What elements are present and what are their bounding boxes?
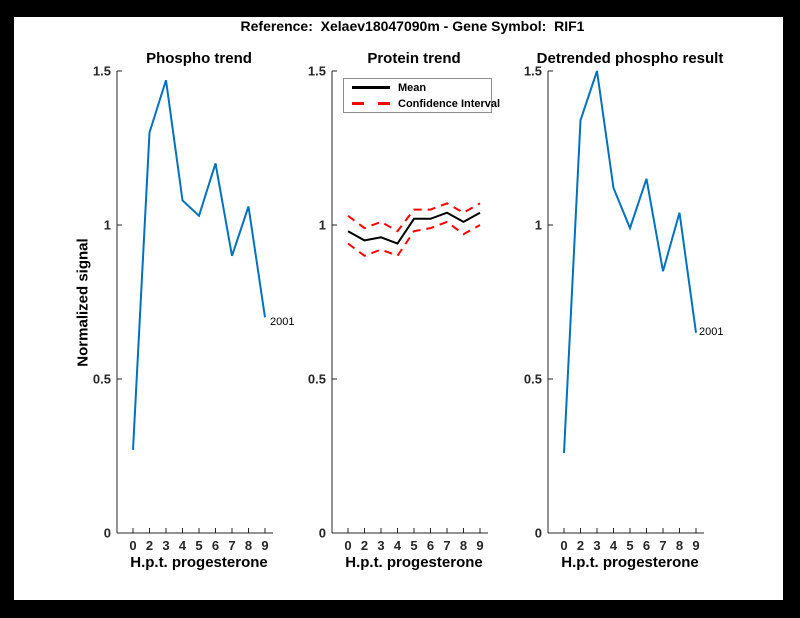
y-tick-label: 0 [535,526,542,541]
x-tick-label: 0 [129,538,136,553]
y-tick-label: 0.5 [308,372,326,387]
y-tick-label: 1 [104,218,111,233]
x-tick-label: 5 [626,538,633,553]
x-tick-label: 4 [610,538,618,553]
x-axis-label-phospho: H.p.t. progesterone [130,554,268,571]
figure-canvas [14,17,783,600]
legend-entry-confidence-interval: Confidence Interval [344,96,500,112]
x-tick-label: 7 [228,538,235,553]
y-tick-label: 1.5 [308,64,326,79]
x-tick-label: 8 [245,538,252,553]
subplot-title-detrended-phospho: Detrended phospho result [536,50,724,67]
x-axis-label-detrended: H.p.t. progesterone [561,554,699,571]
y-tick-label: 1.5 [93,64,111,79]
y-tick-label: 0 [104,526,111,541]
x-tick-label: 9 [692,538,699,553]
x-tick-label: 8 [676,538,683,553]
x-tick-label: 9 [476,538,483,553]
legend-label-mean: Mean [398,81,427,94]
series-line-confidence-upper [347,202,481,233]
x-tick-label: 2 [577,538,584,553]
x-tick-label: 2 [146,538,153,553]
y-tick-label: 1 [535,218,542,233]
legend-box: Mean Confidence Interval [343,78,500,113]
x-tick-label: 7 [443,538,450,553]
x-tick-label: 3 [593,538,600,553]
x-tick-label: 4 [179,538,187,553]
x-tick-label: 7 [659,538,666,553]
confidence-interval-dash-sample-icon [352,102,390,105]
x-tick-label: 4 [394,538,402,553]
x-tick-label: 6 [643,538,650,553]
data-point-label-2001-phospho: 2001 [270,316,295,328]
x-tick-label: 5 [410,538,417,553]
series-line-mean [347,211,481,245]
mean-line-sample-icon [352,86,390,89]
x-tick-label: 6 [427,538,434,553]
series-line-detrended-phospho-signal [563,70,697,453]
legend-entry-mean: Mean [344,80,491,96]
y-tick-label: 0.5 [524,372,542,387]
x-tick-label: 8 [460,538,467,553]
phospho-trend-chart: 00.511.50 2 3 4 5 6 7 8 9 [93,64,273,553]
x-tick-label: 0 [560,538,567,553]
x-tick-label: 5 [195,538,202,553]
y-tick-label: 0.5 [93,372,111,387]
detrended-phospho-chart: 00.511.50 2 3 4 5 6 7 8 9 [524,64,704,553]
x-tick-label: 0 [344,538,351,553]
data-point-label-2001-detrended: 2001 [699,326,724,338]
series-line-confidence-lower [347,220,481,258]
subplot-title-phospho-trend: Phospho trend [146,50,252,67]
series-line-phospho-signal [132,79,266,450]
x-tick-label: 3 [377,538,384,553]
figure-title: Reference: Xelaev18047090m - Gene Symbol… [240,18,585,34]
x-tick-label: 2 [361,538,368,553]
x-tick-label: 9 [261,538,268,553]
protein-trend-chart: 00.511.50 2 3 4 5 6 7 8 9 [308,64,488,553]
legend-label-confidence-interval: Confidence Interval [398,97,501,110]
y-tick-label: 1.5 [524,64,542,79]
y-tick-label: 1 [319,218,326,233]
x-axis-label-protein: H.p.t. progesterone [345,554,483,571]
subplot-title-protein-trend: Protein trend [367,50,461,67]
x-tick-label: 3 [162,538,169,553]
x-tick-label: 6 [212,538,219,553]
y-tick-label: 0 [319,526,326,541]
